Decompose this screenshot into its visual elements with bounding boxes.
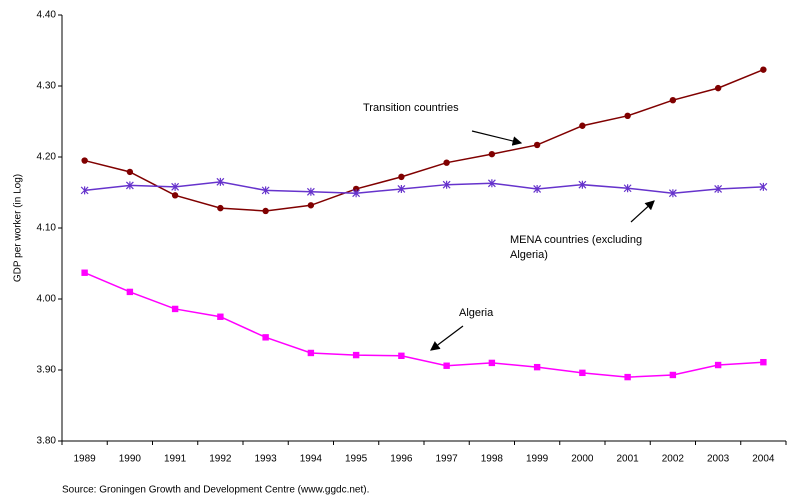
y-tick-label: 4.10 [37,223,57,234]
point [398,173,405,181]
point [579,369,586,377]
series-line [84,272,764,378]
x-tick-label: 1995 [345,454,368,465]
point [623,184,632,193]
point [126,288,134,296]
point [262,207,269,215]
x-tick-label: 1993 [255,454,278,465]
point [714,84,722,92]
x-tick-label: 1990 [119,454,142,465]
point [80,186,89,195]
point [306,187,315,196]
point [352,189,361,198]
point [217,204,224,212]
point [397,184,406,193]
x-tick-label: 1997 [436,454,459,465]
point [487,179,496,188]
x-tick-label: 2001 [617,454,640,465]
x-tick-label: 1989 [74,454,97,465]
series-line [84,68,764,212]
x-tick-label: 1996 [390,454,413,465]
point [81,269,88,276]
point [760,66,767,73]
point [533,184,542,193]
annotation: Algeria [459,307,494,319]
point [533,363,541,371]
point [352,351,360,359]
point [307,202,315,209]
point [443,362,450,369]
y-axis-title: GDP per worker (in Log) [13,174,24,282]
point [171,192,179,199]
annotation: Algeria) [510,249,548,261]
point [261,186,270,195]
x-tick-label: 2000 [571,454,594,465]
annotation-arrow [471,130,523,146]
point [669,97,677,104]
point [307,349,315,357]
x-tick-label: 1998 [481,454,504,465]
point [81,157,88,164]
source-note: Source: Groningen Growth and Development… [62,485,369,496]
point [578,180,587,189]
x-tick-label: 1999 [526,454,549,465]
point [759,182,768,191]
annotation: MENA countries (excluding [510,234,642,246]
point [126,168,134,176]
y-tick-label: 4.30 [37,81,57,92]
point [579,122,586,129]
y-tick-label: 3.80 [37,436,57,447]
y-tick-label: 4.40 [37,10,57,21]
point [398,352,405,359]
point [624,112,631,120]
point [443,159,450,166]
y-tick-label: 4.20 [37,152,57,163]
point [216,177,225,186]
annotation-arrow [630,200,655,223]
point [624,373,631,381]
point [442,180,451,189]
point [760,358,767,366]
point [533,141,541,149]
point [669,371,677,379]
point [217,313,224,320]
point [352,185,360,193]
point [714,361,722,369]
point [125,181,134,190]
y-tick-label: 3.90 [37,365,57,376]
point [668,189,677,198]
point [488,359,496,367]
x-tick-label: 2003 [707,454,730,465]
annotation-arrow [430,325,464,351]
x-tick-label: 2004 [752,454,775,465]
x-tick-label: 1992 [209,454,232,465]
x-tick-label: 1991 [164,454,187,465]
x-tick-label: 2002 [662,454,685,465]
point [262,334,269,341]
y-tick-label: 4.00 [37,294,57,305]
series-line [84,181,764,194]
point [488,150,496,158]
annotation: Transition countries [363,102,459,114]
point [714,184,723,193]
x-tick-label: 1994 [300,454,323,465]
point [171,182,180,191]
point [171,305,179,313]
